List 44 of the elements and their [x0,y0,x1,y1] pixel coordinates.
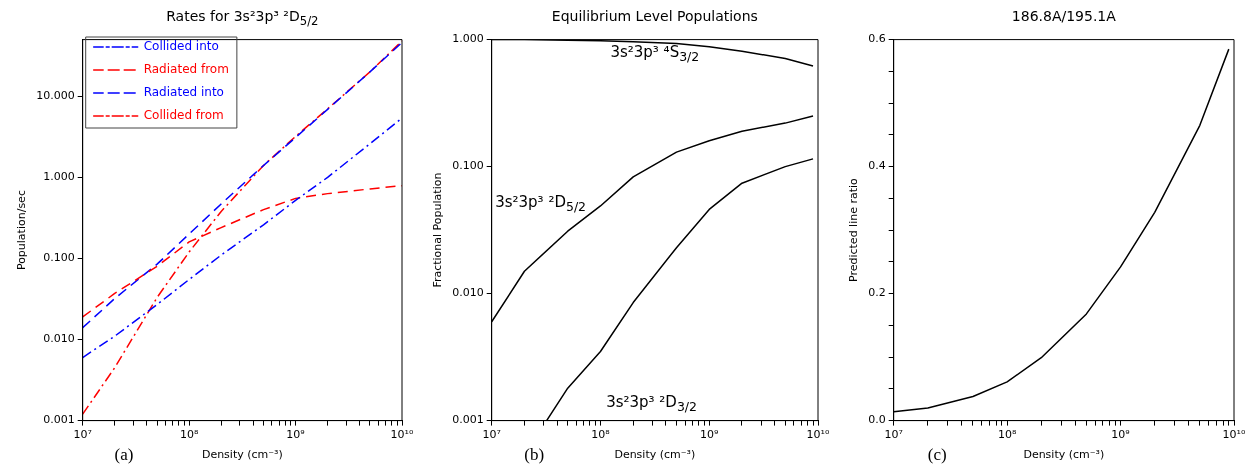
y-axis-title: Fractional Population [431,172,445,288]
x-tick-label: 10¹⁰ [1222,428,1246,442]
text: (c) [927,444,947,465]
chart-title: Rates for 3s²3p³ ²D$_{5/2}$ [165,8,320,30]
x-tick-label: 10⁹ [286,428,305,442]
y-tick-label: 0.001 [452,413,484,427]
y-tick-label: 0.001 [43,413,75,427]
y-tick-label: 1.000 [43,170,75,184]
x-tick-label: 10¹⁰ [390,428,414,442]
x-tick-label: 10⁷ [482,428,501,442]
y-tick-label: 0.0 [868,413,886,427]
text: (a) [114,444,134,465]
y-axis-title: Predicted line ratio [847,177,861,283]
chart-title: Equilibrium Level Populations [550,8,759,26]
x-tick-label: 10⁹ [1111,428,1130,442]
y-tick-label: 0.4 [868,159,886,173]
x-tick-label: 10¹⁰ [806,428,830,442]
y-tick-label: 0.100 [43,251,75,265]
y-tick-label: 0.2 [868,286,886,300]
x-tick-label: 10⁹ [700,428,719,442]
text: 3s²3p³ ²D$_{3/2}$ [606,392,698,414]
y-tick-label: 0.6 [868,32,886,46]
y-tick-label: 0.010 [452,286,484,300]
x-tick-label: 10⁷ [884,428,903,442]
y-tick-label: 1.000 [452,32,484,46]
legend-label: Collided into [143,39,219,54]
y-axis-title: Population/sec [15,190,29,271]
legend-label: Collided from [143,108,224,123]
x-tick-label: 10⁸ [179,428,199,442]
x-axis-title: Density (cm⁻³) [614,448,696,462]
legend-label: Radiated into [143,85,224,100]
y-tick-label: 0.100 [452,159,484,173]
series-label: 3s²3p³ ⁴S$_{3/2}$ [610,42,700,64]
x-tick-label: 10⁸ [997,428,1017,442]
text: (b) [524,444,545,465]
x-axis-title: Density (cm⁻³) [201,448,283,462]
y-tick-label: 10.000 [36,89,75,103]
chart-title: 186.8A/195.1A [1010,8,1117,26]
x-tick-label: 10⁸ [591,428,611,442]
x-axis-title: Density (cm⁻³) [1023,448,1105,462]
x-tick-label: 10⁷ [73,428,92,442]
y-tick-label: 0.010 [43,332,75,346]
legend-label: Radiated from [143,62,229,77]
series-label: 3s²3p³ ²D$_{5/2}$ [495,192,587,214]
